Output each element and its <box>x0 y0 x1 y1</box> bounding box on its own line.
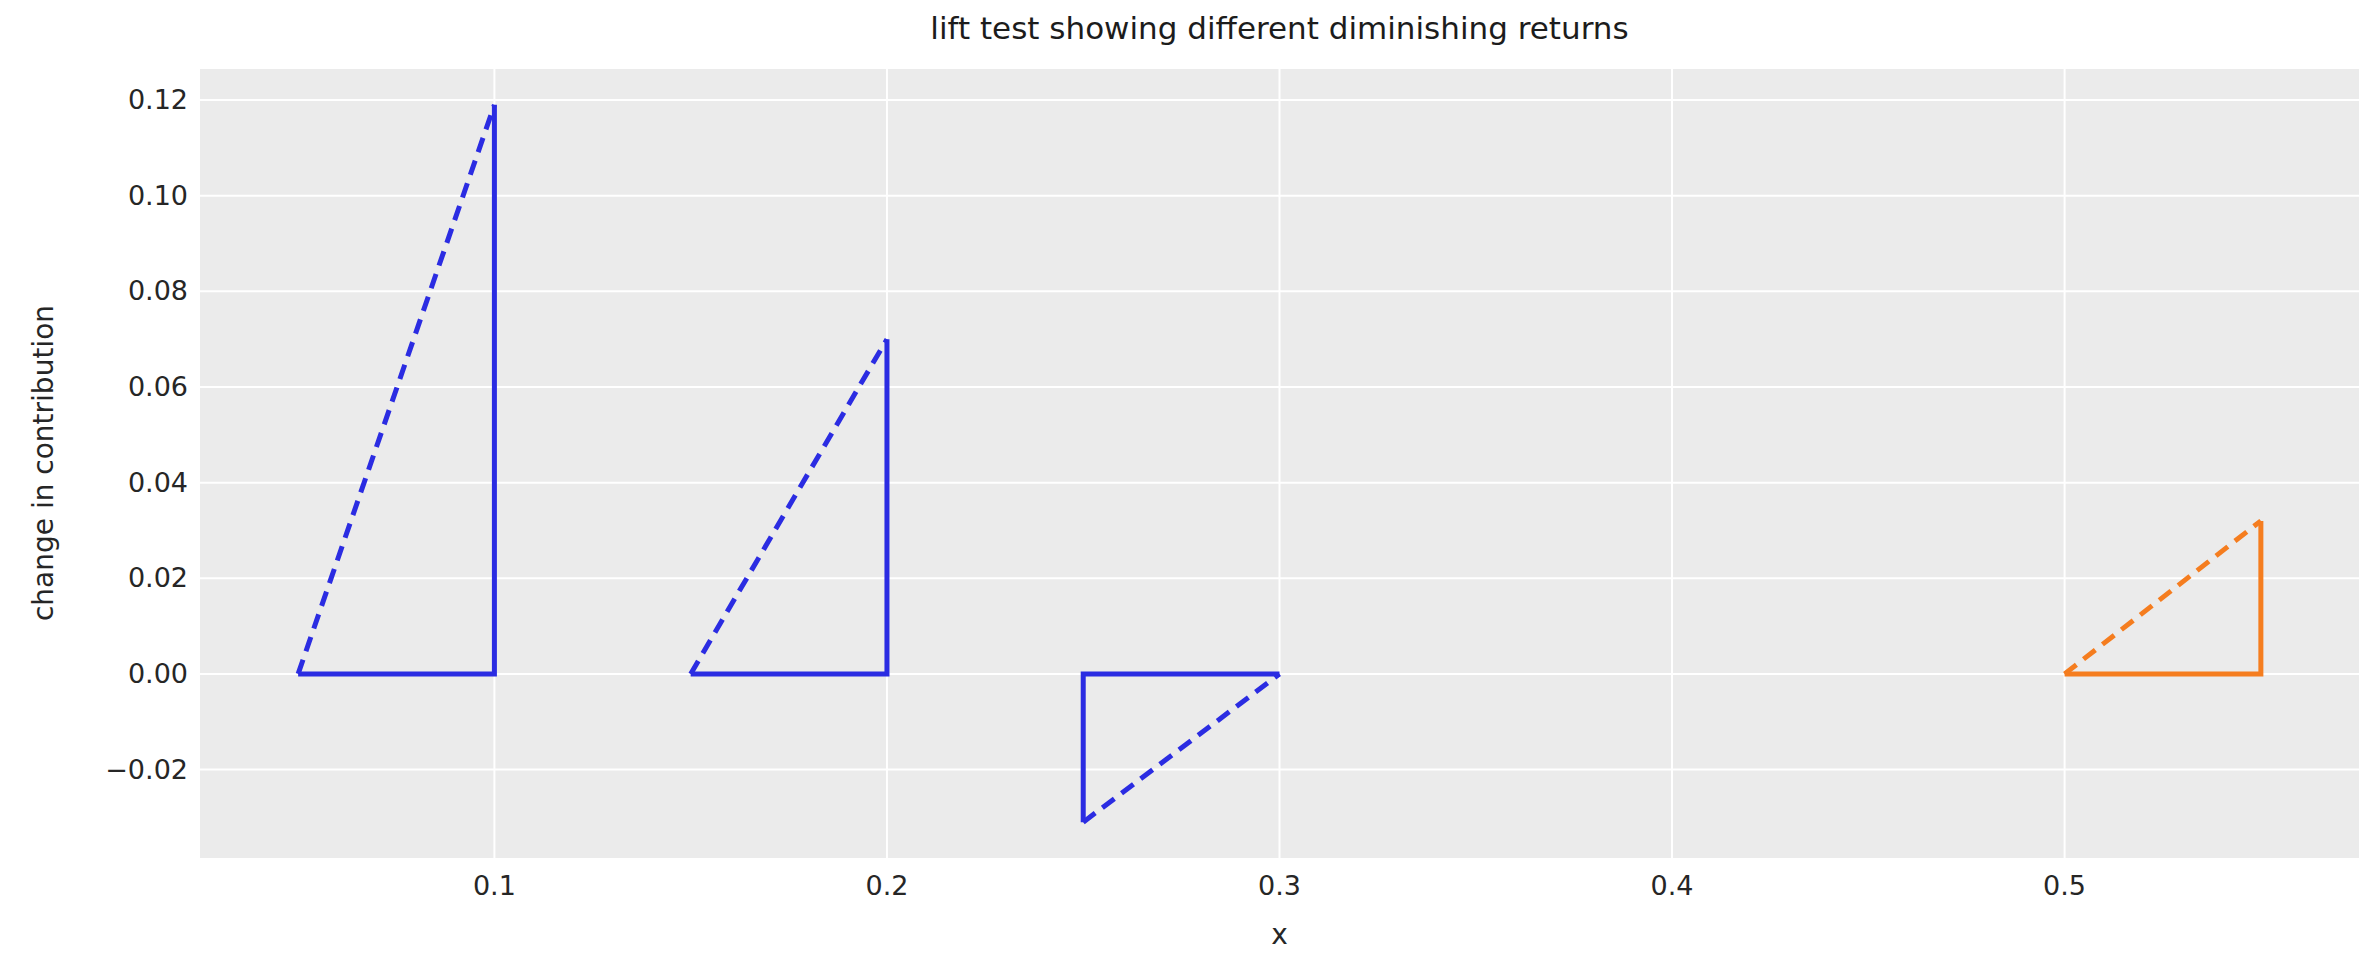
x-tick-label: 0.1 <box>473 870 516 901</box>
y-tick-label: 0.10 <box>128 180 188 211</box>
x-tick-label: 0.5 <box>2043 870 2086 901</box>
y-tick-label: 0.12 <box>128 84 188 115</box>
x-tick-label: 0.3 <box>1258 870 1301 901</box>
y-tick-label: −0.02 <box>105 754 188 785</box>
x-tick-label: 0.4 <box>1651 870 1694 901</box>
x-tick-label: 0.2 <box>865 870 908 901</box>
y-tick-label: 0.08 <box>128 275 188 306</box>
chart-title: lift test showing different diminishing … <box>200 10 2359 46</box>
figure-canvas: 0.1 0.2 0.3 0.4 0.5 0.12 0.10 0.08 0.06 0.04 0.02 0… <box>0 0 2379 977</box>
y-axis-label: change in contribution <box>27 305 60 621</box>
y-tick-label: 0.02 <box>128 562 188 593</box>
y-tick-label: 0.04 <box>128 467 188 498</box>
y-tick-label: 0.06 <box>128 371 188 402</box>
y-tick-label: 0.00 <box>128 658 188 689</box>
lift-test-chart: 0.1 0.2 0.3 0.4 0.5 0.12 0.10 0.08 0.06 0.04 0.02 0… <box>0 0 2379 977</box>
x-axis-label: x <box>200 918 2359 951</box>
